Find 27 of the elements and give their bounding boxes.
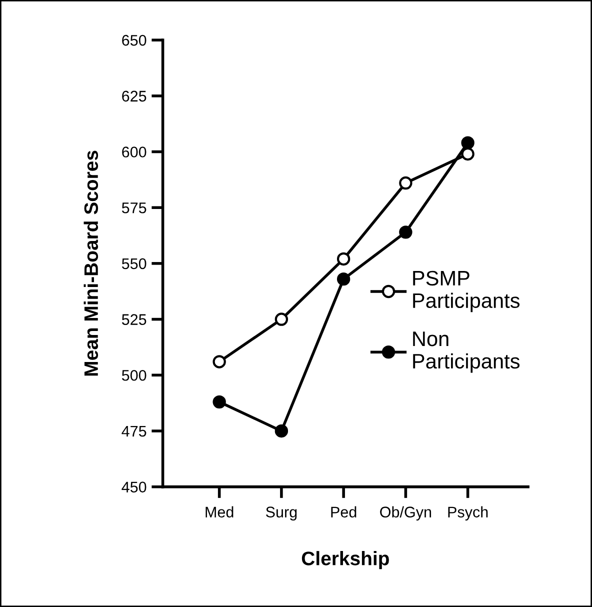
y-axis-title: Mean Mini-Board Scores [84, 150, 98, 376]
point [212, 355, 226, 368]
legend-label: Non Participants [413, 332, 520, 373]
y-tick-label: 575 [122, 202, 146, 214]
y-tick-label: 600 [122, 146, 146, 158]
point [399, 226, 412, 239]
x-tick-label: Ped [331, 506, 356, 518]
point [274, 312, 288, 326]
y-tick-label: 450 [122, 482, 146, 492]
point [212, 395, 226, 409]
y-tick-label: 650 [122, 34, 146, 46]
point [399, 176, 412, 190]
x-axis-title: Clerkship [302, 551, 389, 570]
x-tick-label: Surg [266, 506, 297, 520]
point [461, 136, 474, 150]
point [336, 272, 350, 286]
x-tick-label: Med [206, 506, 234, 518]
y-tick-label: 500 [122, 370, 146, 381]
x-tick-label: Psych [448, 506, 488, 520]
y-tick-label: 525 [122, 314, 146, 325]
legend-label: PSMP Participants [413, 270, 520, 312]
x-tick-label: Ob/Gyn [380, 506, 432, 520]
y-tick-label: 475 [122, 426, 146, 437]
point [336, 252, 350, 266]
y-tick-label: 550 [122, 258, 146, 270]
y-tick-label: 625 [122, 90, 146, 102]
point [274, 424, 288, 438]
